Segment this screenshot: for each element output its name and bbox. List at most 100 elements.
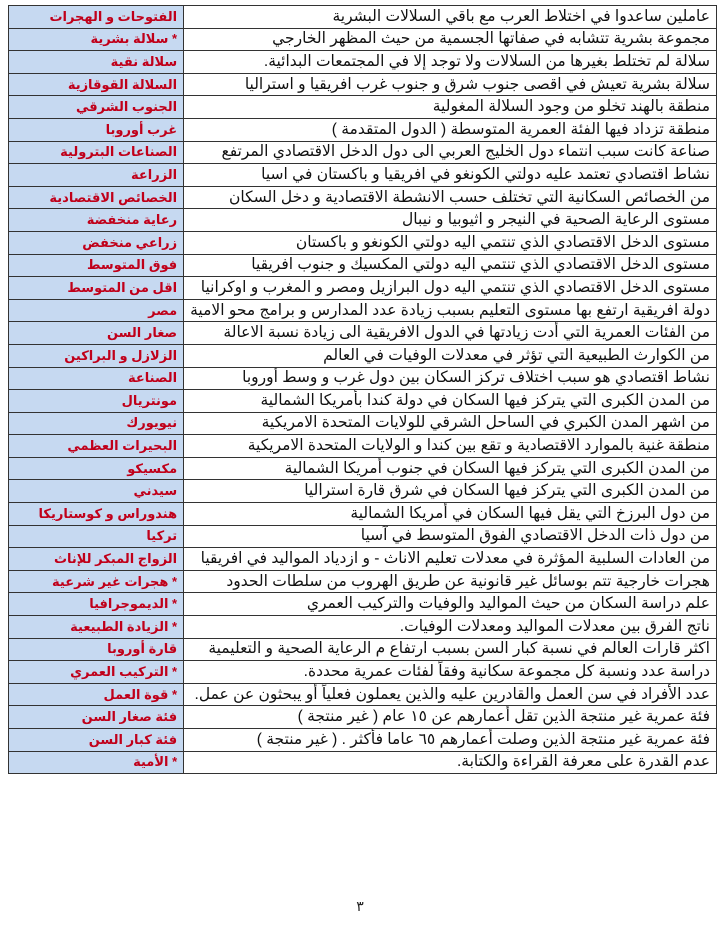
term-cell: نيويورك: [7, 411, 185, 436]
definition-cell: من الخصائص السكانية التي تختلف حسب الانش…: [183, 185, 717, 210]
term-cell: مونتريال: [7, 389, 185, 413]
definition-cell: فئة عمرية غير منتجة الذين وصلت أعمارهم ٦…: [183, 728, 717, 752]
table-row: فئة عمرية غير منتجة الذين تقل أعمارهم عن…: [7, 705, 717, 729]
definition-cell: ناتج الفرق بين معدلات المواليد ومعدلات ا…: [183, 615, 717, 639]
table-row: هجرات خارجية تتم بوسائل غير قانونية عن ط…: [7, 569, 717, 594]
term-cell: مصر: [7, 298, 185, 323]
table-row: من اشهر المدن الكبري في الساحل الشرقي لل…: [7, 411, 717, 436]
definition-cell: من الكوارث الطبيعية التي تؤثر في معدلات …: [183, 343, 717, 368]
table-row: مستوى الرعاية الصحية في النيجر و اثيوبيا…: [7, 208, 717, 232]
table-row: من المدن الكبرى التي يتركز فيها السكان ف…: [7, 479, 717, 504]
term-cell: غرب أوروبا: [7, 117, 185, 142]
term-cell: الفتوحات و الهجرات: [7, 5, 185, 29]
definition-cell: من اشهر المدن الكبري في الساحل الشرقي لل…: [183, 411, 717, 436]
term-cell: الصناعة: [7, 366, 185, 391]
term-cell: * قوة العمل: [7, 682, 185, 707]
definition-cell: من دول البرزخ التي يقل فيها السكان في أم…: [183, 502, 717, 526]
table-row: سلالة بشرية تعيش في اقصى جنوب شرق و جنوب…: [7, 72, 717, 97]
term-cell: البحيرات العظمي: [7, 434, 185, 458]
definition-cell: منطقة تزداد فيها الفئة العمرية المتوسطة …: [183, 117, 717, 142]
table-row: مستوى الدخل الاقتصادي الذي تنتمي اليه دو…: [7, 230, 717, 255]
table-row: عدد الأفراد في سن العمل والقادرين عليه و…: [7, 682, 717, 707]
definition-cell: دولة افريقية ارتفع بها مستوى التعليم بسب…: [183, 298, 717, 323]
definition-cell: عدم القدرة على معرفة القراءة والكتابة.: [183, 750, 717, 775]
table-row: علم دراسة السكان من حيث المواليد والوفيا…: [7, 592, 717, 617]
table-row: مجموعة بشرية تتشابه في صفاتها الجسمية من…: [7, 27, 717, 52]
table-row: مستوى الدخل الاقتصادي الذي تنتمي اليه دو…: [7, 253, 717, 278]
definition-cell: منطقة غنية بالموارد الاقتصادية و تقع بين…: [183, 434, 717, 458]
definition-cell: من دول ذات الدخل الاقتصادي الفوق المتوسط…: [183, 524, 717, 549]
definition-cell: من المدن الكبرى التي يتركز فيها السكان ف…: [183, 456, 717, 481]
term-cell: فئة صغار السن: [7, 705, 185, 729]
table-row: عاملين ساعدوا في اختلاط العرب مع باقي ال…: [7, 5, 717, 29]
term-cell: * الأمية: [7, 750, 185, 775]
page-number: ٣: [356, 898, 364, 914]
term-cell: * الديموجرافيا: [7, 592, 185, 617]
table-row: من دول ذات الدخل الاقتصادي الفوق المتوسط…: [7, 524, 717, 549]
term-cell: الصناعات البترولية: [7, 140, 185, 165]
definition-cell: هجرات خارجية تتم بوسائل غير قانونية عن ط…: [183, 569, 717, 594]
table-row: من الخصائص السكانية التي تختلف حسب الانش…: [7, 185, 717, 210]
term-cell: رعاية منخفضة: [7, 208, 185, 232]
table-row: دراسة عدد ونسبة كل مجموعة سكانية وفقاً ل…: [7, 660, 717, 684]
term-cell: السلالة القوقازية: [7, 72, 185, 97]
term-cell: الخصائص الاقتصادية: [7, 185, 185, 210]
term-cell: فئة كبار السن: [7, 728, 185, 752]
term-cell: صغار السن: [7, 321, 185, 345]
term-cell: * هجرات غير شرعية: [7, 569, 185, 594]
definition-cell: من الفئات العمرية التي أدت زيادتها في ال…: [183, 321, 717, 345]
term-cell: * سلالة بشرية: [7, 27, 185, 52]
definition-cell: مستوى الرعاية الصحية في النيجر و اثيوبيا…: [183, 208, 717, 232]
table-row: منطقة غنية بالموارد الاقتصادية و تقع بين…: [7, 434, 717, 458]
table-row: صناعة كانت سبب انتماء دول الخليج العربي …: [7, 140, 717, 165]
term-cell: الزواج المبكر للإناث: [7, 547, 185, 571]
table-row: فئة عمرية غير منتجة الذين وصلت أعمارهم ٦…: [7, 728, 717, 752]
definition-cell: سلالة بشرية تعيش في اقصى جنوب شرق و جنوب…: [183, 72, 717, 97]
definition-cell: نشاط اقتصادي تعتمد عليه دولتي الكونغو في…: [183, 163, 717, 187]
table-row: منطقة تزداد فيها الفئة العمرية المتوسطة …: [7, 117, 717, 142]
term-cell: * الزيادة الطبيعية: [7, 615, 185, 639]
table-row: من الكوارث الطبيعية التي تؤثر في معدلات …: [7, 343, 717, 368]
term-cell: الزلازل و البراكين: [7, 343, 185, 368]
definition-cell: صناعة كانت سبب انتماء دول الخليج العربي …: [183, 140, 717, 165]
definition-cell: عدد الأفراد في سن العمل والقادرين عليه و…: [183, 682, 717, 707]
table-row: سلالة لم تختلط بغيرها من السلالات ولا تو…: [7, 50, 717, 74]
definition-cell: نشاط اقتصادي هو سبب اختلاف تركز السكان ب…: [183, 366, 717, 391]
term-cell: زراعي منخفض: [7, 230, 185, 255]
definition-cell: مستوى الدخل الاقتصادي الذي تنتمي اليه دو…: [183, 230, 717, 255]
definition-cell: فئة عمرية غير منتجة الذين تقل أعمارهم عن…: [183, 705, 717, 729]
definition-cell: مجموعة بشرية تتشابه في صفاتها الجسمية من…: [183, 27, 717, 52]
table-row: من العادات السلبية المؤثرة في معدلات تعل…: [7, 547, 717, 571]
term-cell: مكسيكو: [7, 456, 185, 481]
table-row: ناتج الفرق بين معدلات المواليد ومعدلات ا…: [7, 615, 717, 639]
table-row: نشاط اقتصادي تعتمد عليه دولتي الكونغو في…: [7, 163, 717, 187]
term-cell: سلالة نقية: [7, 50, 185, 74]
table-row: عدم القدرة على معرفة القراءة والكتابة. * …: [7, 750, 717, 775]
table-row: من الفئات العمرية التي أدت زيادتها في ال…: [7, 321, 717, 345]
term-cell: * التركيب العمري: [7, 660, 185, 684]
definition-cell: مستوى الدخل الاقتصادي الذي تنتمي اليه دو…: [183, 276, 717, 300]
definition-cell: عاملين ساعدوا في اختلاط العرب مع باقي ال…: [183, 5, 717, 29]
table-row: من المدن الكبرى التي يتركز فيها السكان ف…: [7, 456, 717, 481]
definition-cell: منطقة بالهند تخلو من وجود السلالة المغول…: [183, 95, 717, 119]
term-cell: قارة أوروبا: [7, 637, 185, 662]
term-cell: اقل من المتوسط: [7, 276, 185, 300]
table-row: مستوى الدخل الاقتصادي الذي تنتمي اليه دو…: [7, 276, 717, 300]
definition-cell: علم دراسة السكان من حيث المواليد والوفيا…: [183, 592, 717, 617]
definition-cell: مستوى الدخل الاقتصادي الذي تنتمي اليه دو…: [183, 253, 717, 278]
term-cell: الزراعة: [7, 163, 185, 187]
table-row: منطقة بالهند تخلو من وجود السلالة المغول…: [7, 95, 717, 119]
definition-cell: دراسة عدد ونسبة كل مجموعة سكانية وفقاً ل…: [183, 660, 717, 684]
table-row: دولة افريقية ارتفع بها مستوى التعليم بسب…: [7, 298, 717, 323]
term-cell: تركيا: [7, 524, 185, 549]
term-cell: فوق المتوسط: [7, 253, 185, 278]
definition-cell: من المدن الكبرى التي يتركز فيها السكان ف…: [183, 479, 717, 504]
definition-cell: اكثر قارات العالم في نسبة كبار السن بسبب…: [183, 637, 717, 662]
table-row: من المدن الكبرى التي يتركز فيها السكان ف…: [7, 389, 717, 413]
definition-cell: سلالة لم تختلط بغيرها من السلالات ولا تو…: [183, 50, 717, 74]
glossary-table: عاملين ساعدوا في اختلاط العرب مع باقي ال…: [7, 5, 717, 775]
table-row: من دول البرزخ التي يقل فيها السكان في أم…: [7, 502, 717, 526]
definition-cell: من المدن الكبرى التي يتركز فيها السكان ف…: [183, 389, 717, 413]
term-cell: سيدني: [7, 479, 185, 504]
term-cell: الجنوب الشرقي: [7, 95, 185, 119]
